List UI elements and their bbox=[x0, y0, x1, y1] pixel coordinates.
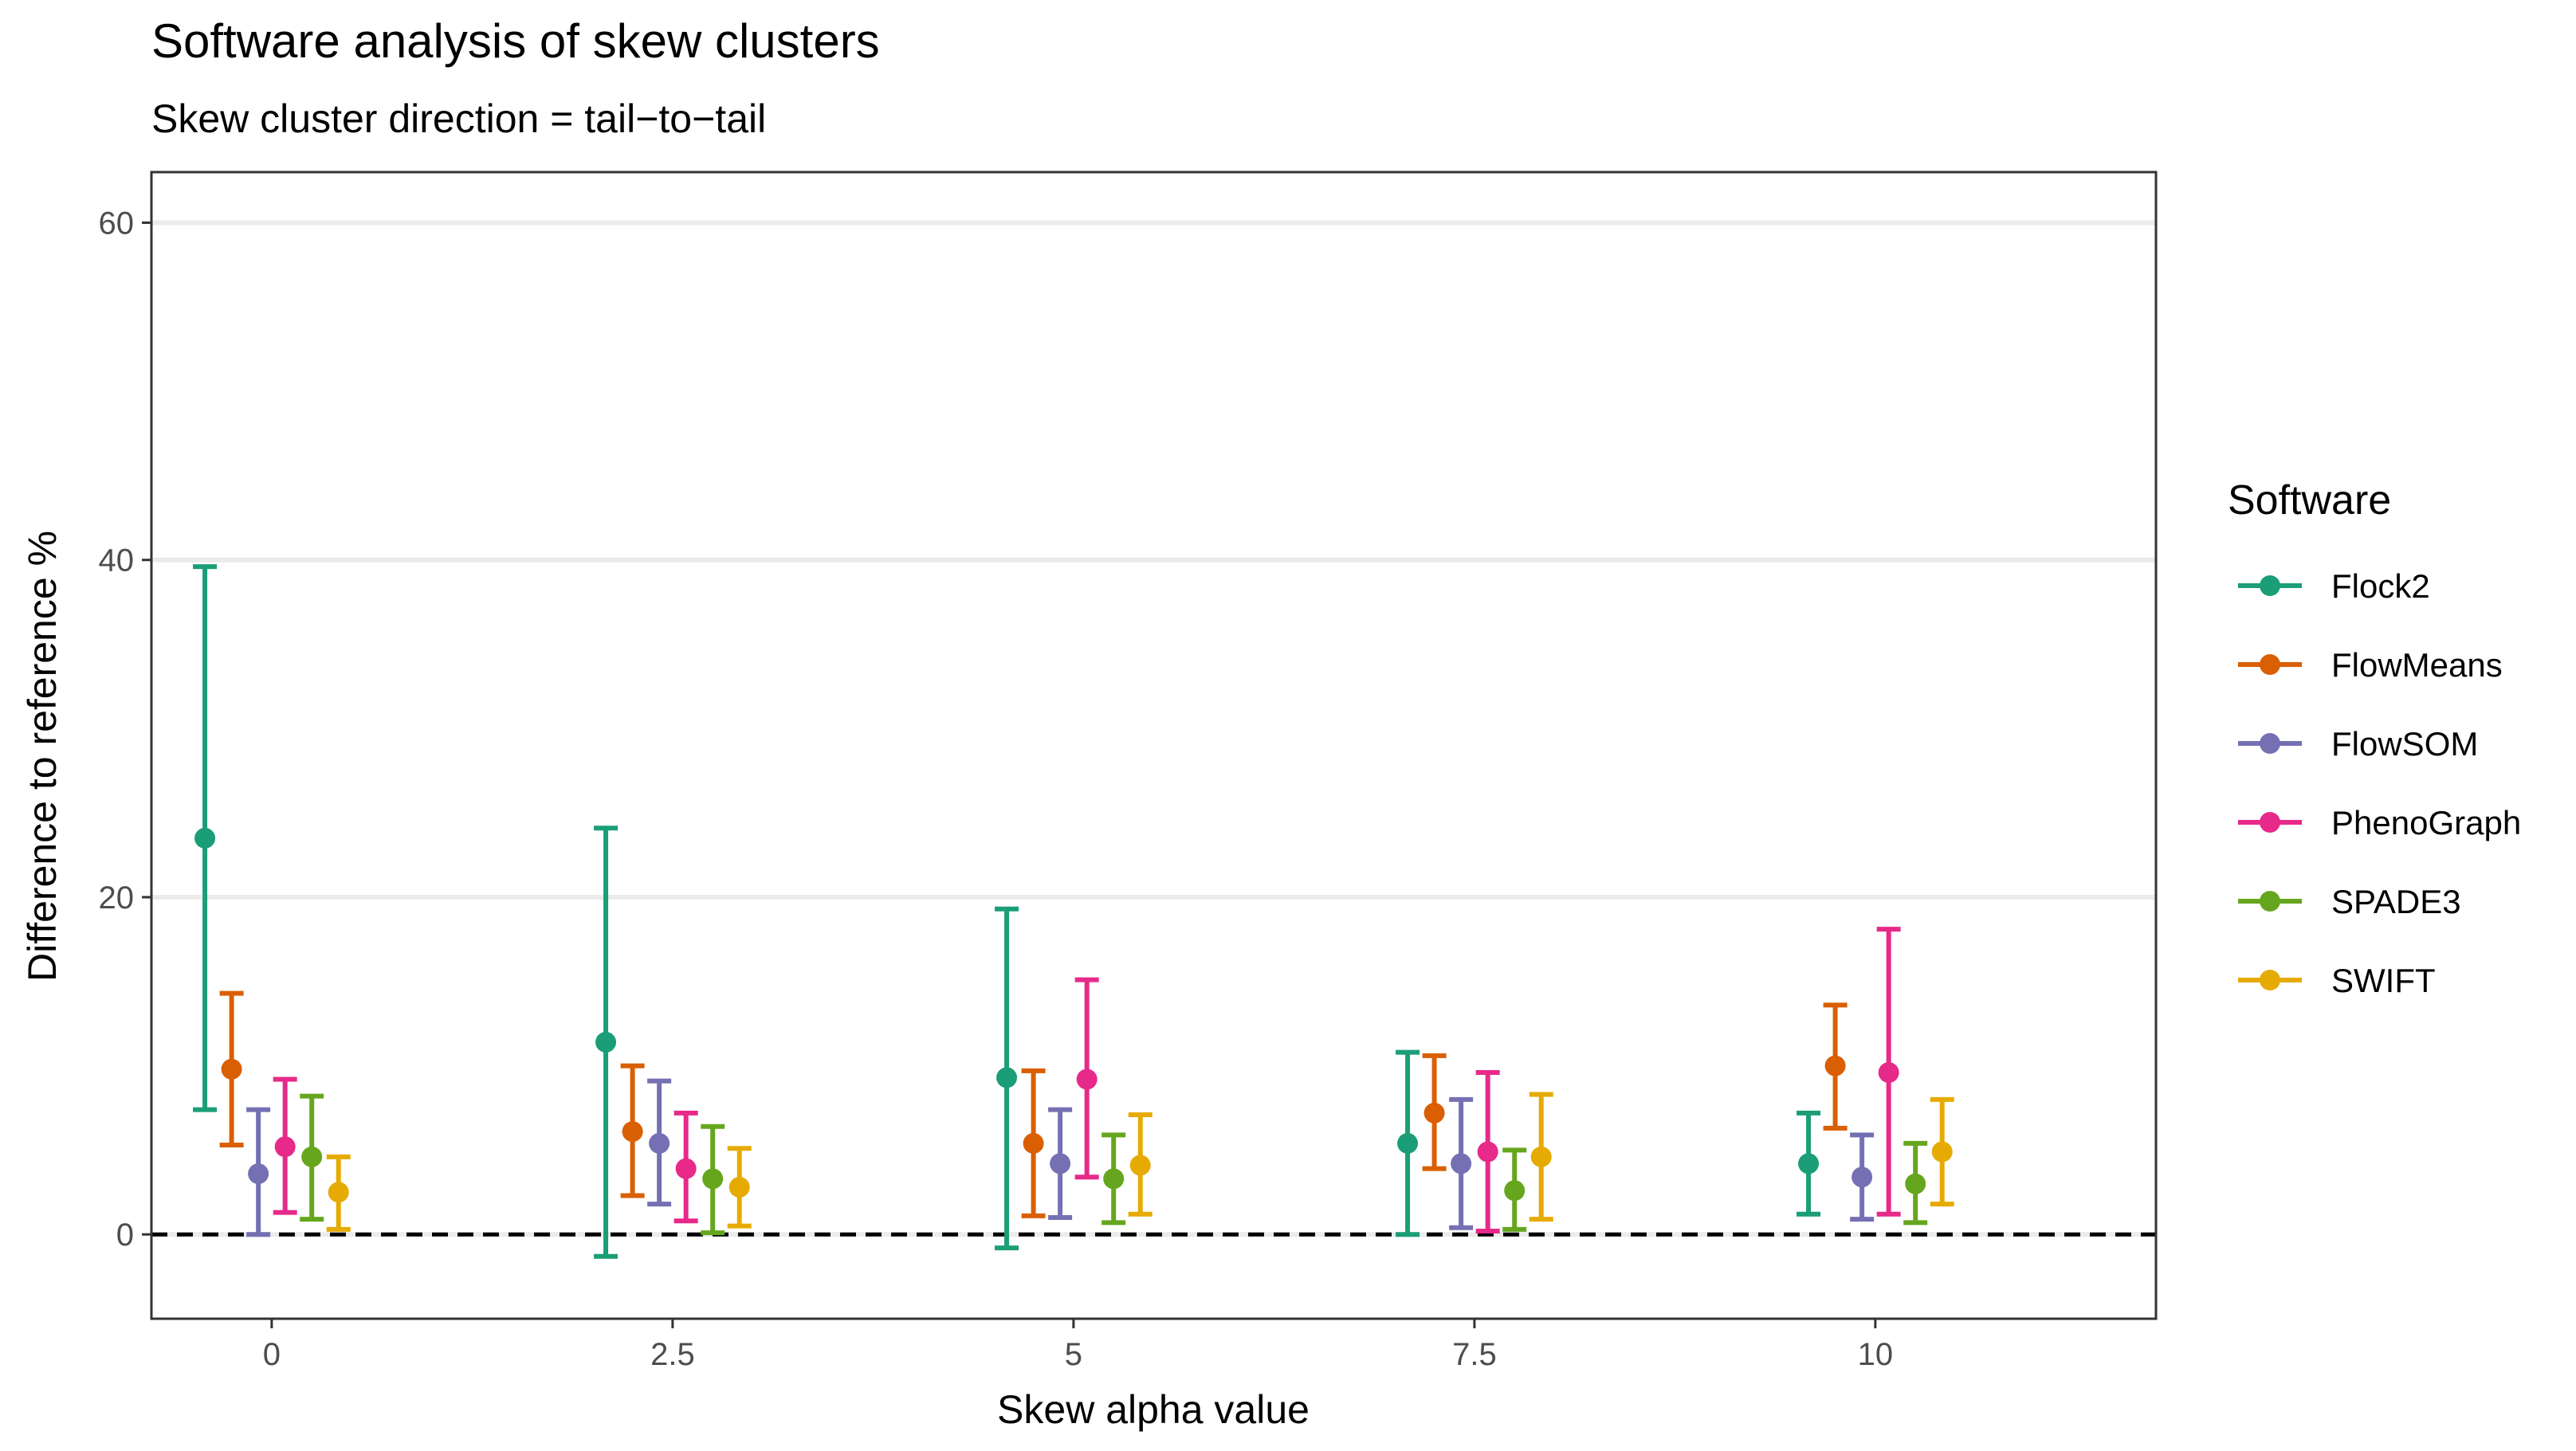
series-flowmeans bbox=[219, 990, 1848, 1218]
y-axis: 0 20 40 60 bbox=[99, 206, 151, 1253]
chart-title: Software analysis of skew clusters bbox=[151, 14, 880, 68]
x-tick-label: 2.5 bbox=[650, 1337, 695, 1372]
legend-key-point bbox=[2260, 812, 2280, 833]
legend-item-phenograph: PhenoGraph bbox=[2238, 804, 2521, 841]
data-point bbox=[1798, 1153, 1820, 1175]
data-point bbox=[1878, 1062, 1899, 1084]
y-axis-title: Difference to reference % bbox=[20, 531, 65, 982]
x-tick-label: 7.5 bbox=[1452, 1337, 1497, 1372]
series-flock2 bbox=[193, 564, 1821, 1259]
data-point bbox=[1824, 1055, 1846, 1076]
legend-item-swift: SWIFT bbox=[2238, 962, 2436, 999]
data-point bbox=[194, 827, 216, 849]
legend-item-flowsom: FlowSOM bbox=[2238, 725, 2478, 763]
grid bbox=[151, 220, 2156, 1237]
data-point bbox=[996, 1067, 1018, 1088]
data-point bbox=[1423, 1102, 1445, 1124]
data-point bbox=[328, 1182, 349, 1203]
legend-label: Flock2 bbox=[2331, 567, 2430, 605]
data-point bbox=[1852, 1167, 1873, 1188]
legend-label: FlowSOM bbox=[2331, 725, 2478, 763]
legend-key-point bbox=[2260, 575, 2280, 596]
series-phenograph bbox=[273, 927, 1901, 1233]
x-tick-label: 0 bbox=[263, 1337, 281, 1372]
data-point bbox=[301, 1146, 323, 1167]
data-point bbox=[1477, 1141, 1498, 1163]
legend-label: SPADE3 bbox=[2331, 883, 2461, 920]
x-tick-label: 10 bbox=[1858, 1337, 1894, 1372]
data-point bbox=[1103, 1168, 1125, 1190]
series-spade3 bbox=[300, 1093, 1928, 1236]
y-tick-label: 20 bbox=[99, 880, 135, 916]
data-point bbox=[622, 1121, 643, 1143]
data-point bbox=[274, 1136, 296, 1158]
legend-item-spade3: SPADE3 bbox=[2238, 883, 2461, 920]
data-point bbox=[702, 1168, 724, 1190]
legend-title: Software bbox=[2228, 477, 2391, 524]
data-point bbox=[248, 1163, 269, 1185]
data-point bbox=[1050, 1153, 1071, 1175]
y-tick-label: 0 bbox=[116, 1218, 134, 1253]
x-tick-label: 5 bbox=[1065, 1337, 1082, 1372]
legend-label: FlowMeans bbox=[2331, 646, 2503, 684]
data-point bbox=[595, 1031, 617, 1053]
legend-key-point bbox=[2260, 733, 2280, 754]
plot-panel-border bbox=[150, 171, 2158, 1320]
data-point bbox=[1397, 1132, 1419, 1154]
legend-key-point bbox=[2260, 891, 2280, 912]
data-marks bbox=[193, 564, 1954, 1259]
y-tick-label: 60 bbox=[99, 206, 135, 241]
x-axis: 0 2.5 5 7.5 10 bbox=[263, 1319, 1893, 1372]
data-point bbox=[221, 1058, 242, 1080]
legend-item-flock2: Flock2 bbox=[2238, 567, 2430, 605]
series-swift bbox=[326, 1092, 1954, 1232]
data-point bbox=[728, 1176, 750, 1198]
legend-label: SWIFT bbox=[2331, 962, 2436, 999]
legend-item-flowmeans: FlowMeans bbox=[2238, 646, 2503, 684]
data-point bbox=[649, 1132, 670, 1154]
data-point bbox=[1931, 1141, 1953, 1163]
data-point bbox=[1076, 1069, 1098, 1090]
chart-subtitle: Skew cluster direction = tail−to−tail bbox=[151, 96, 766, 141]
data-point bbox=[1504, 1180, 1526, 1202]
data-point bbox=[1905, 1173, 1926, 1194]
data-point bbox=[1530, 1146, 1552, 1167]
legend-key-point bbox=[2260, 970, 2280, 990]
data-point bbox=[1451, 1153, 1472, 1175]
x-axis-title: Skew alpha value bbox=[997, 1387, 1310, 1432]
data-point bbox=[675, 1158, 697, 1179]
y-tick-label: 40 bbox=[99, 543, 135, 578]
legend: Software Flock2 FlowMeans FlowSOM PhenoGrap… bbox=[2228, 477, 2521, 999]
data-point bbox=[1023, 1132, 1044, 1154]
data-point bbox=[1129, 1155, 1151, 1176]
legend-key-point bbox=[2260, 654, 2280, 675]
legend-label: PhenoGraph bbox=[2331, 804, 2521, 841]
series-flowsom bbox=[246, 1078, 1875, 1237]
